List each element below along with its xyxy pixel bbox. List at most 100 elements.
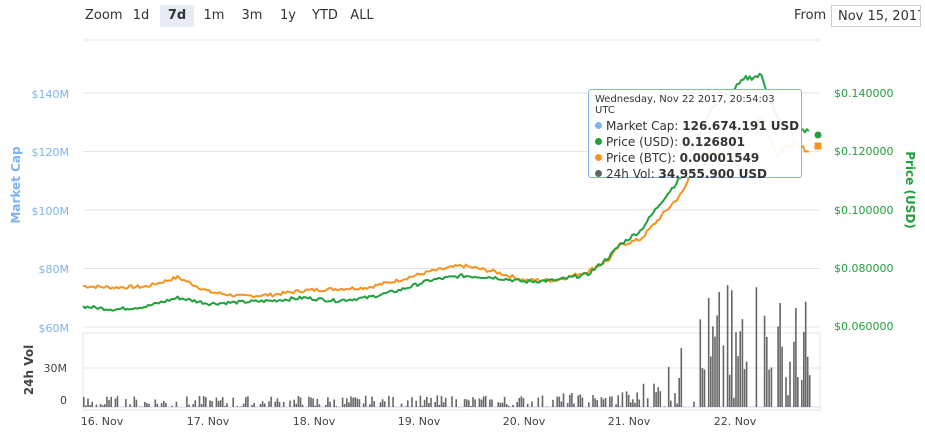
volume-bar [522,398,525,407]
tooltip-label: Market Cap [606,119,675,133]
volume-bar [276,398,279,407]
volume-bar [480,399,483,407]
volume-bar [314,405,316,407]
volume-bar [261,401,264,407]
volume-bar [680,348,683,407]
volume-bar [163,400,165,407]
right-axis-title: Price (USD) [903,151,917,229]
volume-bar [312,398,314,407]
volume-bar [588,402,590,407]
tooltip: Wednesday, Nov 22 2017, 20:54:03 UTC Mar… [588,89,802,181]
volume-bar [733,397,735,407]
volume-bar [569,394,571,407]
volume-bar [600,397,603,407]
right-tick-0140: $0.140000 [834,87,894,100]
volume-bar [318,404,321,407]
volume-bar [739,331,741,407]
x-tick-16-nov: 16. Nov [81,415,124,428]
volume-bar [512,404,514,407]
volume-bar [636,392,638,407]
tooltip-row-market-cap: Market Cap: 126.674.191 USD [595,118,799,134]
volume-bar [703,369,706,407]
tooltip-header: Wednesday, Nov 22 2017, 20:54:03 UTC [595,94,775,116]
volume-bar [701,368,704,407]
volume-bar [621,392,624,407]
volume-bar [325,404,327,407]
zoom-button-3m[interactable]: 3m [241,8,263,23]
volume-bar [581,397,584,407]
volume-bar [85,405,87,407]
volume-bar [642,383,645,407]
volume-bar [89,405,91,407]
zoom-button-ytd[interactable]: YTD [312,8,338,23]
volume-pane-frame [82,332,821,411]
volume-bar [770,367,773,407]
volume-bar [400,403,403,407]
volume-bar [247,396,249,407]
volume-bar [209,400,211,407]
volume-bar [552,399,554,407]
volume-bar [451,396,453,407]
volume-bar [463,399,466,407]
volume-bar [116,396,119,407]
volume-bar [678,378,680,407]
volume-bar [604,397,607,407]
volume-bar [278,402,281,407]
volume-bar [335,406,338,407]
volume-series [83,285,811,407]
volume-bar [699,319,702,407]
volume-bar [659,391,662,407]
zoom-button-1d[interactable]: 1d [132,8,150,23]
left-tick-140m: $140M [32,88,70,101]
volume-bar [297,396,300,407]
volume-bar [615,404,617,407]
left-axis-title: Market Cap [9,146,23,224]
volume-bar [217,400,220,407]
volume-bar [202,396,205,407]
volume-bar [146,403,148,407]
x-tick-17-nov: 17. Nov [187,415,230,428]
volume-bar [436,395,439,407]
zoom-button-1y[interactable]: 1y [280,8,296,23]
volume-bar [663,406,666,407]
volume-bar [411,397,413,407]
volume-bar [101,405,104,407]
hover-marker-price-btc [813,141,823,151]
volume-bar [226,403,228,407]
volume-bar [154,399,157,407]
volume-bar [789,361,791,407]
volume-bar [421,405,424,407]
volume-bar [611,396,613,407]
volume-bar [289,400,291,407]
volume-bar [707,297,710,407]
volume-bar [657,387,659,407]
volume-bar [108,400,110,407]
volume-bar [795,308,797,407]
volume-bar [797,377,799,407]
volume-bar [350,396,352,407]
volume-bar [165,403,167,407]
volume-bar [343,404,346,407]
zoom-button-all[interactable]: ALL [350,8,374,23]
from-label: From [794,8,827,23]
volume-bar [381,399,384,407]
volume-bar [200,404,203,407]
volume-bar [259,404,262,407]
volume-tick-30m: 30M [44,362,68,375]
zoom-button-1m[interactable]: 1m [203,8,225,23]
volume-bar [779,303,781,407]
volume-bar [99,403,102,407]
volume-bar [667,367,670,407]
volume-bar [295,403,298,407]
volume-bar [653,383,655,407]
zoom-button-7d[interactable]: 7d [160,5,194,27]
toolbar: Zoom 1d 7d 1m 3m 1y YTD ALL From [0,0,925,32]
volume-bar [558,396,561,407]
volume-bar [379,402,382,407]
volume-bar [526,403,529,407]
volume-bar [186,396,188,407]
from-date-input[interactable] [831,5,921,27]
volume-bar [489,399,491,407]
price-usd-dot-icon [595,138,602,145]
